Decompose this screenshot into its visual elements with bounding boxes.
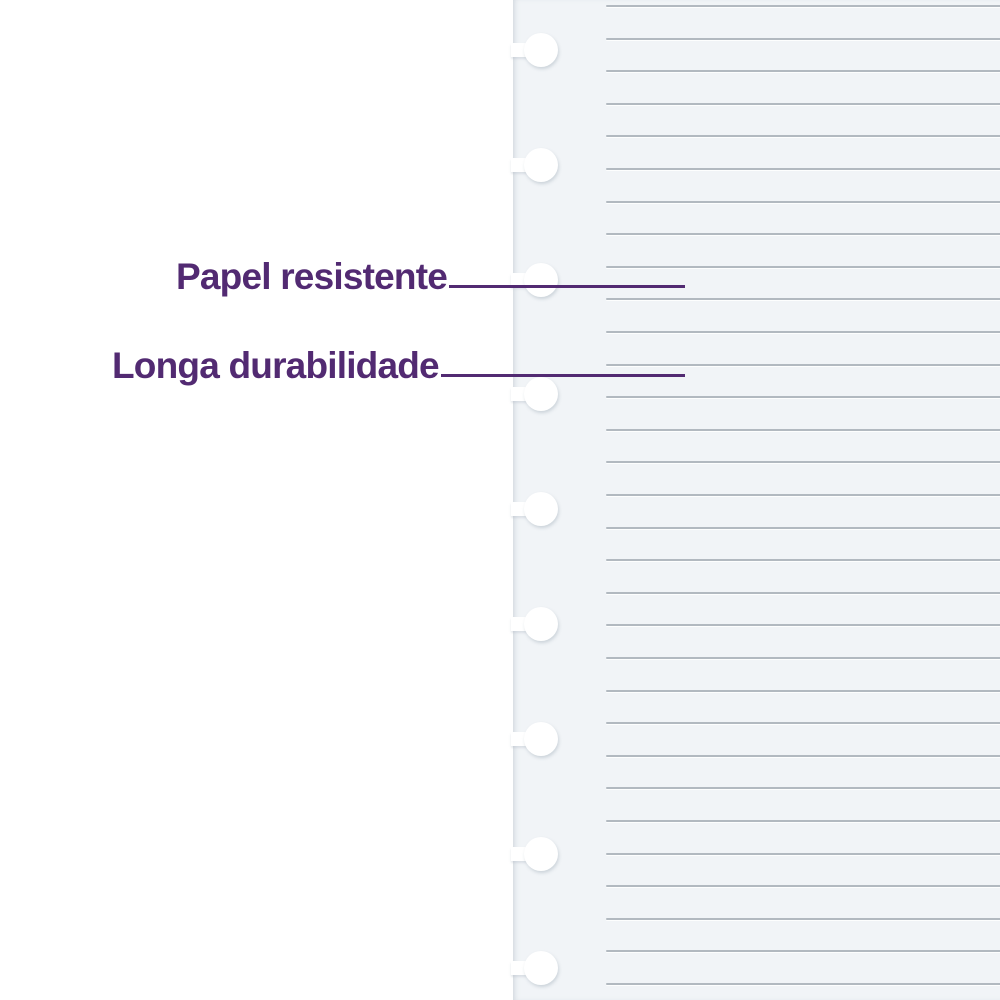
ruled-line — [606, 852, 1000, 855]
ruled-line — [606, 363, 1000, 366]
ruled-line — [606, 787, 1000, 790]
hole-head — [524, 33, 558, 67]
hole-head — [524, 607, 558, 641]
leader-line — [449, 285, 685, 288]
ruled-line — [606, 102, 1000, 105]
ruled-line — [606, 331, 1000, 333]
ruled-line — [606, 37, 1000, 40]
ruled-line — [606, 950, 1000, 953]
ruled-line — [606, 983, 1000, 985]
ruled-line — [606, 428, 1000, 431]
ruled-line — [606, 722, 1000, 725]
ruled-line — [606, 885, 1000, 888]
hole-head — [524, 722, 558, 756]
hole-head — [524, 263, 558, 297]
feature-label-durability: Longa durabilidade — [112, 347, 685, 384]
ruled-line — [606, 396, 1000, 399]
ruled-line — [606, 461, 1000, 464]
ruled-line — [606, 168, 1000, 170]
paper-sheet — [511, 0, 1000, 1000]
ruled-line — [606, 233, 1000, 236]
ruled-line — [606, 526, 1000, 529]
ruled-line — [606, 200, 1000, 203]
ruled-line — [606, 820, 1000, 822]
hole-head — [524, 377, 558, 411]
ruled-line — [606, 494, 1000, 496]
ruled-line — [606, 298, 1000, 301]
hole-head — [524, 837, 558, 871]
ruled-line — [606, 5, 1000, 7]
ruled-line — [606, 689, 1000, 692]
ruled-line — [606, 591, 1000, 594]
hole-head — [524, 951, 558, 985]
leader-line — [440, 374, 685, 377]
feature-label-paper-strength: Papel resistente — [176, 258, 685, 295]
ruled-line — [606, 265, 1000, 268]
ruled-line — [606, 559, 1000, 562]
ruled-line — [606, 657, 1000, 659]
ruled-line — [606, 70, 1000, 73]
hole-head — [524, 148, 558, 182]
ruled-line — [606, 917, 1000, 920]
feature-label-text: Papel resistente — [176, 256, 448, 297]
feature-label-text: Longa durabilidade — [112, 345, 440, 386]
ruled-line — [606, 624, 1000, 627]
ruled-line — [606, 135, 1000, 138]
hole-head — [524, 492, 558, 526]
ruled-line — [606, 754, 1000, 757]
